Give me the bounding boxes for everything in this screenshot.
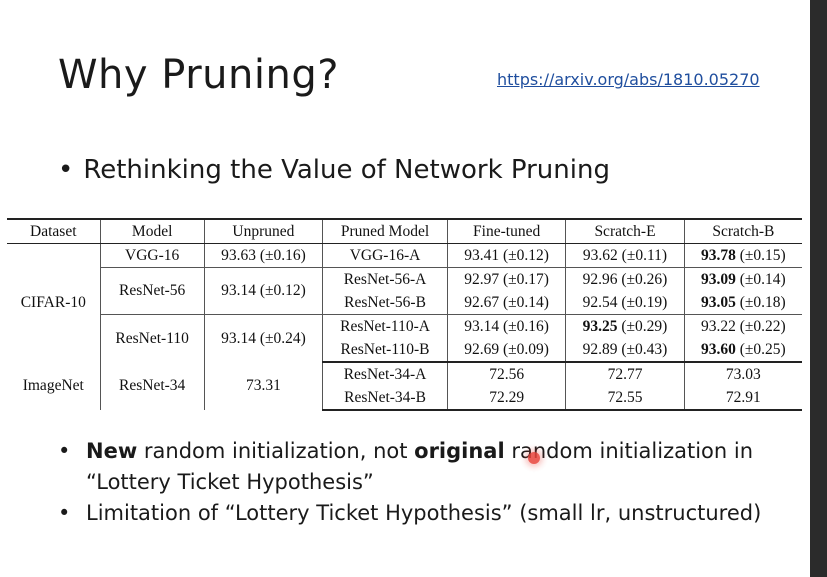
subtitle-text: Rethinking the Value of Network Pruning xyxy=(83,155,610,185)
unpruned-cell: 93.63 (±0.16) xyxy=(203,243,324,268)
fine-tuned-cell: 72.29 xyxy=(446,386,567,411)
model-cell: ResNet-56 xyxy=(99,267,205,315)
table-row: ResNet-110 93.14 (±0.24) ResNet-110-A 93… xyxy=(7,314,802,362)
best-value: 93.09 xyxy=(700,270,736,288)
std-value: (±0.25) xyxy=(735,340,786,358)
model-cell: ResNet-34 xyxy=(99,362,205,410)
header-pruned-model: Pruned Model xyxy=(322,218,448,244)
table-header-row: Dataset Model Unpruned Pruned Model Fine… xyxy=(7,218,802,244)
fine-tuned-cell: 92.69 (±0.09) xyxy=(446,338,567,363)
scratch-e-cell: 92.96 (±0.26) xyxy=(565,267,685,291)
dataset-cell: CIFAR-10 xyxy=(7,243,101,362)
model-cell: ResNet-110 xyxy=(99,314,205,362)
pruned-model-cell: ResNet-34-B xyxy=(322,386,448,411)
model-cell: VGG-16 xyxy=(99,243,205,268)
fine-tuned-cell: 92.67 (±0.14) xyxy=(446,291,567,315)
bullet-text: Limitation of “Lottery Ticket Hypothesis… xyxy=(86,501,762,525)
pruned-model-cell: ResNet-56-A xyxy=(322,267,448,291)
scratch-b-cell: 93.78 (±0.15) xyxy=(683,243,802,268)
header-scratch-e: Scratch-E xyxy=(565,218,685,244)
pruned-model-cell: ResNet-56-B xyxy=(322,291,448,315)
pruned-model-cell: VGG-16-A xyxy=(322,243,448,268)
std-value: (±0.29) xyxy=(617,317,668,335)
pruned-model-cell: ResNet-110-B xyxy=(322,338,448,363)
results-table: Dataset Model Unpruned Pruned Model Fine… xyxy=(7,218,802,411)
bullet-icon: • xyxy=(58,155,74,185)
scratch-e-cell: 92.89 (±0.43) xyxy=(565,338,685,363)
paper-link[interactable]: https://arxiv.org/abs/1810.05270 xyxy=(497,70,760,89)
slide-subtitle: • Rethinking the Value of Network Pruning xyxy=(58,155,610,185)
table-row: ResNet-56-B 92.67 (±0.14) 92.54 (±0.19) … xyxy=(7,291,802,315)
unpruned-cell: 93.14 (±0.24) xyxy=(203,314,324,362)
fine-tuned-cell: 93.14 (±0.16) xyxy=(446,314,567,338)
list-item: New random initialization, not original … xyxy=(58,436,778,498)
best-value: 93.78 xyxy=(700,246,736,264)
table-row: ResNet-56 93.14 (±0.12) ResNet-56-A 92.9… xyxy=(7,267,802,315)
scratch-e-cell: 93.62 (±0.11) xyxy=(565,243,685,268)
window-edge-bar xyxy=(810,0,827,577)
dataset-cell: ImageNet xyxy=(7,362,101,410)
bullet-text: random initialization in “Lottery Ticket… xyxy=(86,439,754,494)
laser-pointer xyxy=(528,452,540,464)
header-dataset: Dataset xyxy=(7,218,101,244)
table-row: CIFAR-10 VGG-16 93.63 (±0.16) VGG-16-A 9… xyxy=(7,243,802,362)
header-unpruned: Unpruned xyxy=(203,218,324,244)
unpruned-cell: 93.14 (±0.12) xyxy=(203,267,324,315)
list-item: Limitation of “Lottery Ticket Hypothesis… xyxy=(58,498,778,529)
table-row: ResNet-110-B 92.69 (±0.09) 92.89 (±0.43)… xyxy=(7,338,802,363)
slide-title: Why Pruning? xyxy=(58,52,339,98)
header-scratch-b: Scratch-B xyxy=(683,218,802,244)
bullet-text: random initialization, not xyxy=(137,439,415,463)
table-row: ResNet-34-B 72.29 72.55 72.91 xyxy=(7,386,802,411)
std-value: (±0.15) xyxy=(735,246,786,264)
scratch-b-cell: 93.60 (±0.25) xyxy=(683,338,802,363)
fine-tuned-cell: 92.97 (±0.17) xyxy=(446,267,567,291)
best-value: 93.60 xyxy=(700,340,736,358)
header-model: Model xyxy=(99,218,205,244)
scratch-b-cell: 93.05 (±0.18) xyxy=(683,291,802,315)
scratch-e-cell: 72.55 xyxy=(565,386,685,411)
table-row: ImageNet ResNet-34 73.31 ResNet-34-A 72.… xyxy=(7,362,802,410)
scratch-b-cell: 93.09 (±0.14) xyxy=(683,267,802,291)
fine-tuned-cell: 93.41 (±0.12) xyxy=(446,243,567,268)
scratch-b-cell: 73.03 xyxy=(683,362,802,386)
scratch-e-cell: 92.54 (±0.19) xyxy=(565,291,685,315)
scratch-b-cell: 72.91 xyxy=(683,386,802,411)
header-fine-tuned: Fine-tuned xyxy=(446,218,567,244)
pruned-model-cell: ResNet-34-A xyxy=(322,362,448,386)
std-value: (±0.18) xyxy=(735,293,786,311)
bullet-list: New random initialization, not original … xyxy=(58,436,778,529)
scratch-b-cell: 93.22 (±0.22) xyxy=(683,314,802,338)
pruned-model-cell: ResNet-110-A xyxy=(322,314,448,338)
best-value: 93.05 xyxy=(700,293,736,311)
scratch-e-cell: 93.25 (±0.29) xyxy=(565,314,685,338)
bold-text: original xyxy=(414,439,505,463)
std-value: (±0.14) xyxy=(735,270,786,288)
fine-tuned-cell: 72.56 xyxy=(446,362,567,386)
best-value: 93.25 xyxy=(582,317,618,335)
bold-text: New xyxy=(86,439,138,463)
unpruned-cell: 73.31 xyxy=(203,362,324,410)
scratch-e-cell: 72.77 xyxy=(565,362,685,386)
